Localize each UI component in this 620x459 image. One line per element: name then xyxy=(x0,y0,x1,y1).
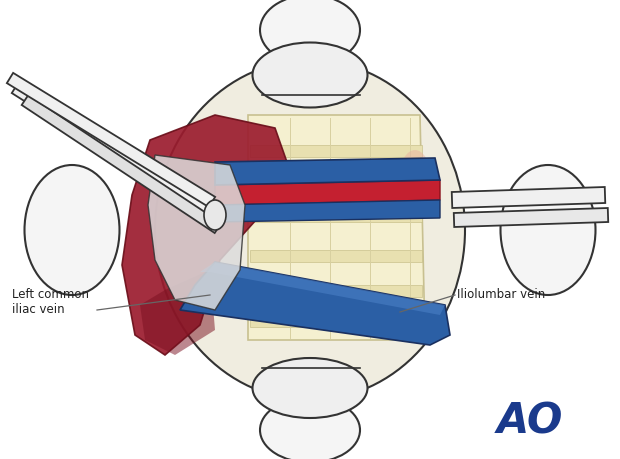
Polygon shape xyxy=(122,115,288,355)
Text: AO: AO xyxy=(497,401,563,443)
Ellipse shape xyxy=(252,358,368,418)
Polygon shape xyxy=(454,208,608,227)
Polygon shape xyxy=(180,262,450,345)
Ellipse shape xyxy=(260,397,360,459)
Polygon shape xyxy=(250,285,422,297)
Polygon shape xyxy=(250,250,422,262)
Ellipse shape xyxy=(155,60,465,400)
Polygon shape xyxy=(250,315,422,327)
Polygon shape xyxy=(12,83,218,220)
Polygon shape xyxy=(250,210,422,222)
Polygon shape xyxy=(248,115,425,340)
Text: Iliolumbar vein: Iliolumbar vein xyxy=(457,289,545,302)
Polygon shape xyxy=(140,270,215,355)
Text: Left common
iliac vein: Left common iliac vein xyxy=(12,288,89,316)
Ellipse shape xyxy=(260,0,360,65)
Polygon shape xyxy=(250,145,422,157)
Polygon shape xyxy=(250,175,422,187)
Polygon shape xyxy=(452,187,605,208)
Ellipse shape xyxy=(25,165,120,295)
Polygon shape xyxy=(22,95,221,233)
Polygon shape xyxy=(148,155,245,310)
Ellipse shape xyxy=(252,43,368,107)
Polygon shape xyxy=(215,180,440,205)
Polygon shape xyxy=(200,262,445,315)
Ellipse shape xyxy=(204,200,226,230)
Polygon shape xyxy=(215,158,440,185)
Ellipse shape xyxy=(500,165,595,295)
Polygon shape xyxy=(7,73,215,207)
Ellipse shape xyxy=(400,150,430,200)
Polygon shape xyxy=(215,200,440,222)
